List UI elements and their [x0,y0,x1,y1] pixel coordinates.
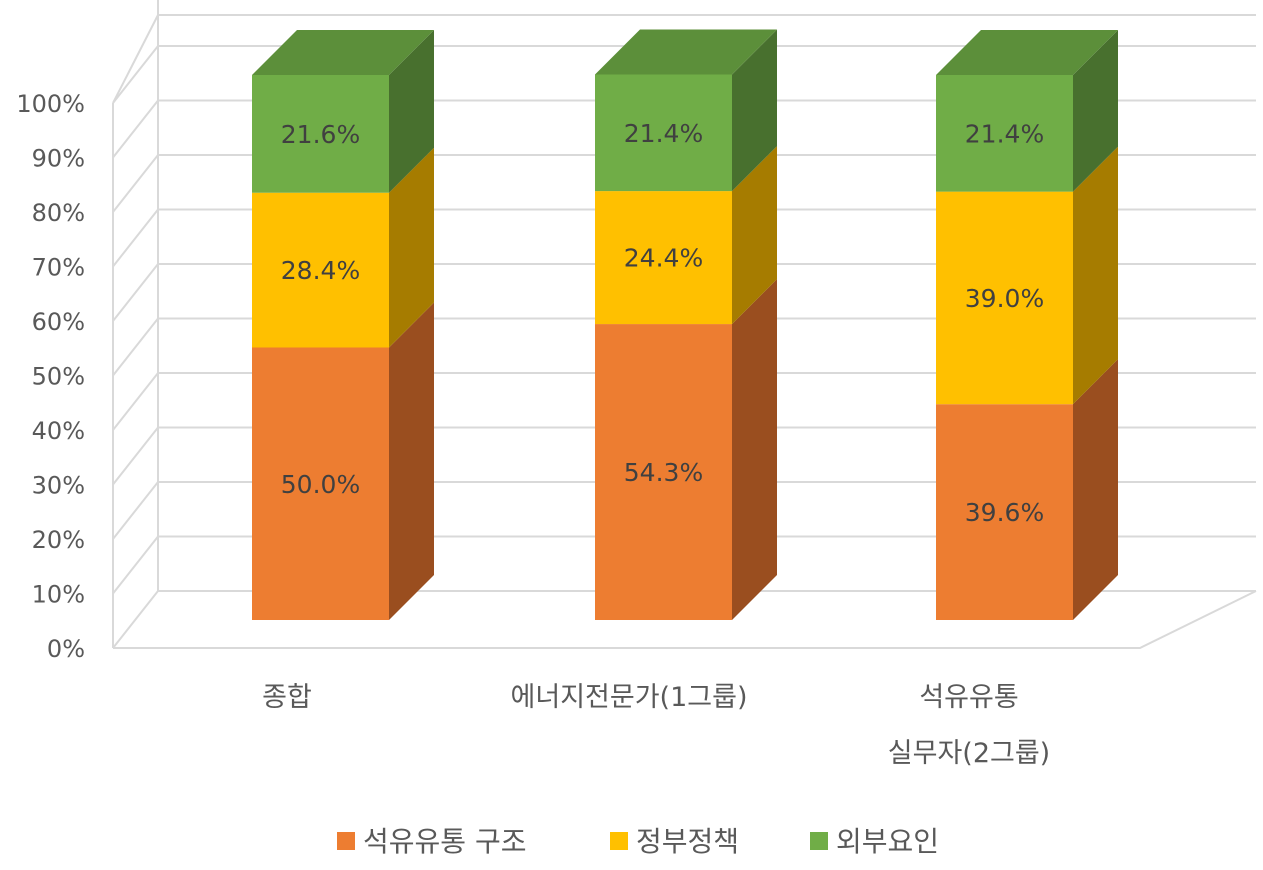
gridlines [112,0,1257,649]
bar-segment-front [595,74,732,192]
legend-label: 석유유통 구조 [363,825,526,858]
y-tick-label: 60% [32,308,85,336]
legend-swatch [337,832,355,850]
left-wall-top-gridline [112,14,159,104]
bar-segment-front [595,191,732,325]
data-label: 50.0% [281,470,360,499]
category-label: 에너지전문가(1그룹) [511,682,748,713]
data-label: 39.6% [965,498,1044,527]
bar-segment-side [1073,146,1118,405]
bar-top-face [252,30,434,75]
y-tick-label: 70% [32,254,85,282]
legend-swatch [610,832,628,850]
y-tick-label: 50% [32,363,85,391]
y-tick-label: 10% [32,581,85,609]
category-label: 실무자(2그룹) [888,738,1050,769]
y-tick-label: 30% [32,472,85,500]
legend: 석유유통 구조 정부정책 외부요인 [337,825,939,858]
y-tick-label: 0% [47,635,85,663]
bar-segment-front [936,75,1073,192]
bar-segment-side [1073,359,1118,620]
legend-item: 정부정책 [610,825,739,858]
bar-segment-front [252,75,389,193]
y-tick-label: 20% [32,526,85,554]
bar-stack [936,30,1118,620]
data-label: 21.6% [281,120,360,149]
bar-stack [252,30,434,620]
data-label: 21.4% [624,119,703,148]
bar-segment-side [732,279,777,620]
y-axis-tick-labels: 0% 10% 20% 30% 40% 50% 60% 70% 80% 90% 100% [16,90,85,663]
data-label: 54.3% [624,458,703,487]
data-label: 28.4% [281,256,360,285]
y-tick-label: 80% [32,199,85,227]
y-tick-label: 40% [32,417,85,445]
bar-top-face [595,29,777,75]
bar-stack [595,29,777,620]
data-label: 24.4% [624,244,703,273]
data-labels: 50.0% 28.4% 21.6% 54.3% 24.4% 21.4% 39.6% 39.0%… [281,119,1044,527]
bar-segment-side [732,146,777,325]
data-label: 39.0% [965,284,1044,313]
bar-segment-front [252,192,389,348]
bar-segment-side [389,147,434,348]
bar-segment-side [389,30,434,193]
category-label: 종합 [262,682,312,713]
y-tick-label: 90% [32,145,85,173]
bars [252,29,1118,620]
bar-top-face [936,30,1118,75]
legend-label: 정부정책 [636,825,739,858]
bar-segment-front [595,324,732,620]
legend-label: 외부요인 [836,825,939,858]
bar-segment-front [936,191,1073,405]
bar-segment-front [252,347,389,620]
legend-swatch [810,832,828,850]
legend-item: 외부요인 [810,825,939,858]
y-tick-label: 100% [16,90,85,118]
legend-item: 석유유통 구조 [337,825,526,858]
floor-front-edge [113,590,1257,649]
bar-segment-side [732,29,777,192]
bar-segment-side [389,302,434,620]
bar-segment-front [936,404,1073,620]
category-label: 석유유통 [919,682,1018,713]
bar-segment-side [1073,30,1118,192]
data-label: 21.4% [965,119,1044,148]
